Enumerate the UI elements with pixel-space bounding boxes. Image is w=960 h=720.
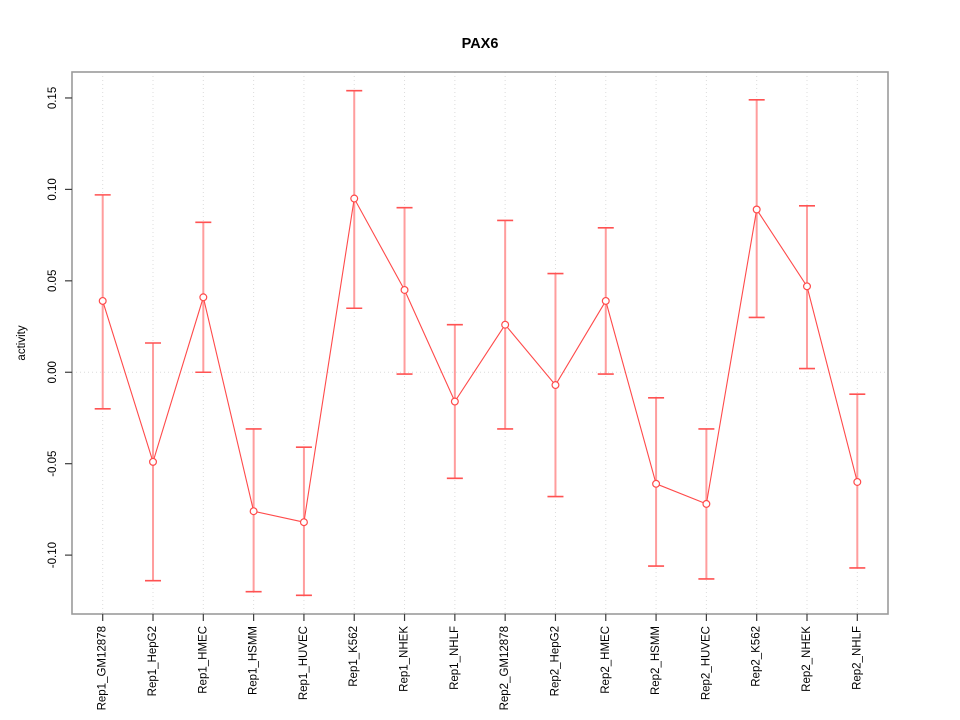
y-tick-label: 0.15 xyxy=(47,87,59,109)
data-point-marker xyxy=(752,205,761,214)
x-tick-label: Rep1_HepG2 xyxy=(147,626,159,696)
data-point-marker xyxy=(652,479,661,488)
chart-title: PAX6 xyxy=(462,36,499,52)
x-tick-label: Rep2_NHEK xyxy=(801,626,813,692)
plot-border xyxy=(71,71,889,615)
data-point-marker xyxy=(501,320,510,329)
data-point-marker xyxy=(98,296,107,305)
x-tick-label: Rep1_NHLF xyxy=(449,626,461,690)
data-point-marker xyxy=(551,381,560,390)
x-tick-label: Rep1_HUVEC xyxy=(298,626,310,700)
x-tick-label: Rep1_HMEC xyxy=(197,626,209,694)
x-tick-label: Rep2_K562 xyxy=(751,626,763,687)
y-axis-label: activity xyxy=(16,325,28,360)
data-point-marker xyxy=(853,477,862,486)
data-point-marker xyxy=(249,507,258,516)
data-point-marker xyxy=(149,457,158,466)
y-tick-label: 0.05 xyxy=(47,270,59,292)
data-point-marker xyxy=(702,499,711,508)
y-tick-label: 0.10 xyxy=(47,178,59,200)
x-tick-label: Rep2_HUVEC xyxy=(700,626,712,700)
x-tick-label: Rep2_HepG2 xyxy=(549,626,561,696)
x-tick-label: Rep2_GM12878 xyxy=(499,626,511,710)
data-point-marker xyxy=(400,285,409,294)
y-tick-label: -0.10 xyxy=(47,542,59,568)
data-point-marker xyxy=(601,296,610,305)
data-point-marker xyxy=(802,282,811,291)
x-tick-label: Rep2_HSMM xyxy=(650,626,662,695)
plot-area: -0.10 -0.05 0.00 0.05 0.10 0.15 Rep1_GM12878 Re… xyxy=(47,71,889,710)
data-point-marker xyxy=(299,518,308,527)
x-tick-label: Rep1_NHEK xyxy=(399,626,411,692)
x-tick-label: Rep1_HSMM xyxy=(248,626,260,695)
data-point-marker xyxy=(350,194,359,203)
y-tick-label: 0.00 xyxy=(47,361,59,383)
x-tick-label: Rep1_GM12878 xyxy=(97,626,109,710)
x-tick-label: Rep2_NHLF xyxy=(851,626,863,690)
x-tick-label: Rep1_K562 xyxy=(348,626,360,687)
activity-line xyxy=(102,196,858,523)
y-tick-label: -0.05 xyxy=(47,451,59,477)
data-point-marker xyxy=(199,293,208,302)
x-tick-label: Rep2_HMEC xyxy=(600,626,612,694)
data-point-marker xyxy=(450,397,459,406)
